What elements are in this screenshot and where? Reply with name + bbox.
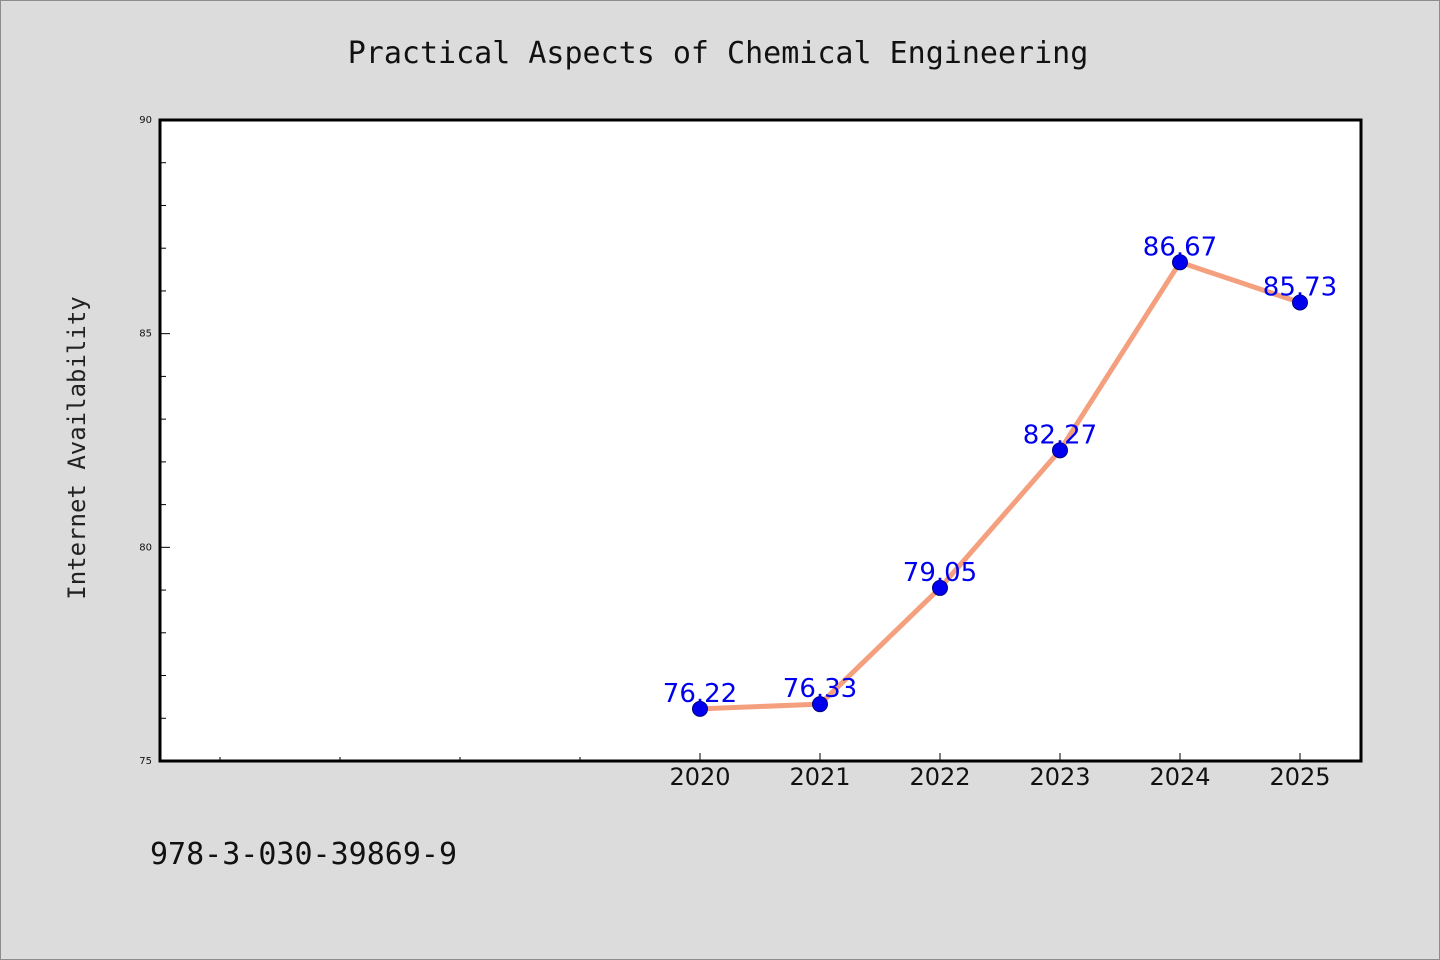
series-layer bbox=[692, 254, 1308, 717]
data-labels: 76.22 76.33 79.05 82.27 86.67 85.73 bbox=[663, 232, 1337, 709]
x-tick-label: 2022 bbox=[909, 763, 970, 791]
data-point bbox=[692, 700, 708, 717]
data-label: 79.05 bbox=[903, 558, 977, 588]
plot-area bbox=[158, 118, 1363, 763]
y-tick-label: 80 bbox=[139, 542, 152, 553]
isbn-footnote: 978-3-030-39869-9 bbox=[150, 837, 457, 872]
data-label: 82.27 bbox=[1023, 420, 1097, 450]
y-tick-label: 85 bbox=[139, 329, 152, 340]
y-tick-label: 90 bbox=[139, 115, 152, 126]
data-point bbox=[1172, 254, 1188, 271]
series-line bbox=[697, 259, 1303, 712]
data-point bbox=[1292, 294, 1308, 311]
data-label: 76.22 bbox=[663, 679, 737, 709]
y-axis-label: Internet Availability bbox=[63, 296, 91, 599]
x-tick-label: 2025 bbox=[1269, 763, 1330, 791]
y-tick-label: 75 bbox=[139, 756, 152, 767]
x-tick-label: 2024 bbox=[1149, 763, 1210, 791]
minor-ticks bbox=[219, 757, 581, 761]
data-label: 76.33 bbox=[783, 674, 857, 704]
data-point bbox=[1052, 442, 1068, 459]
x-axis: 2020 2021 2022 2023 2024 2025 bbox=[669, 753, 1331, 791]
data-label: 86.67 bbox=[1143, 232, 1217, 262]
x-tick-label: 2020 bbox=[669, 763, 730, 791]
x-tick-label: 2023 bbox=[1029, 763, 1090, 791]
x-tick-label: 2021 bbox=[789, 763, 850, 791]
data-point bbox=[932, 579, 948, 596]
y-axis: 75 80 85 90 bbox=[139, 115, 170, 767]
chart-title: Practical Aspects of Chemical Engineerin… bbox=[348, 36, 1089, 71]
data-point bbox=[812, 696, 828, 713]
data-label: 85.73 bbox=[1263, 272, 1337, 302]
